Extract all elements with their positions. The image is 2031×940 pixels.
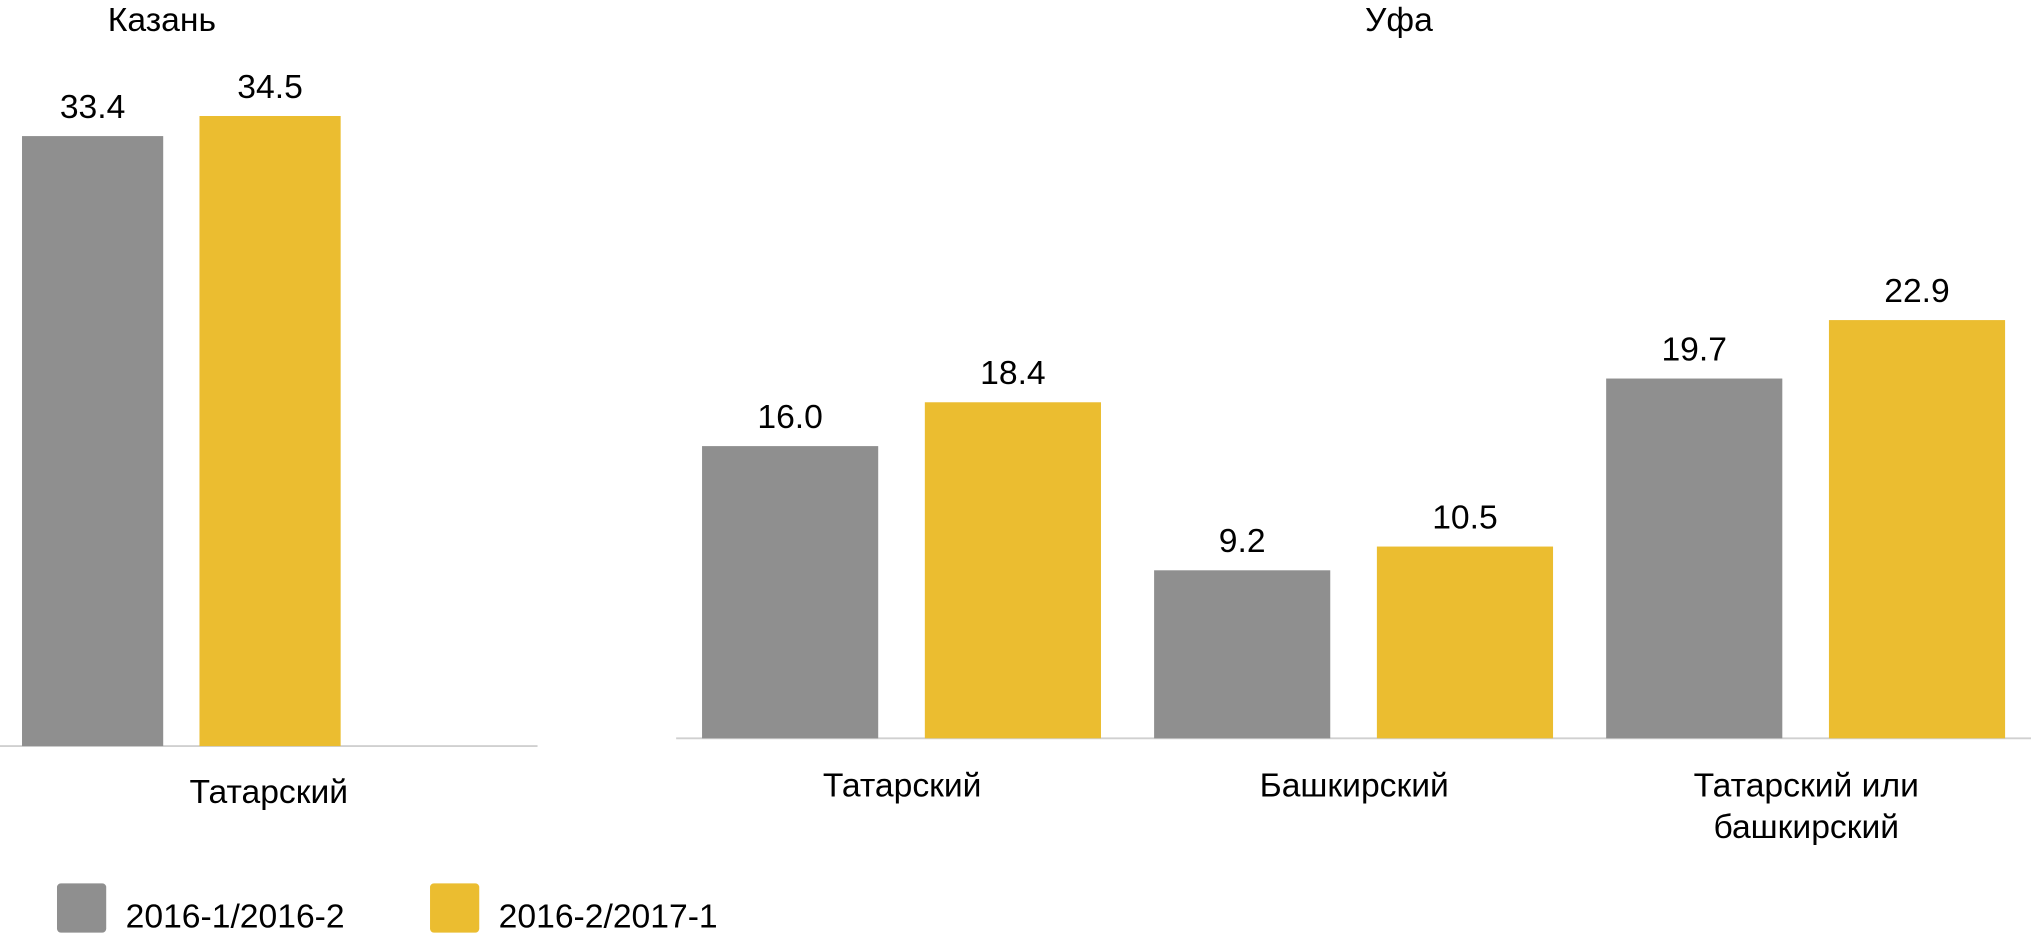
chart-title: Уфа [1365,2,1433,39]
legend-swatch [56,883,107,933]
value-label: 16.0 [757,399,823,436]
value-label: 18.4 [980,355,1046,392]
bar [924,402,1101,739]
value-label: 19.7 [1661,331,1727,368]
bar [702,446,879,739]
value-label: 34.5 [237,69,303,106]
value-label: 10.5 [1432,499,1498,536]
legend-label: 2016-2/2017-1 [499,898,718,935]
legend-swatch [430,883,480,933]
bar [1376,546,1554,739]
bar [1606,378,1783,739]
x-tick-label: Башкирский [1260,768,1449,805]
chart-title: Казань [108,2,216,39]
bar [1828,320,2006,739]
bar [199,115,341,747]
x-tick-label: Татарский [189,774,348,811]
value-label: 22.9 [1884,273,1950,310]
x-tick-label: Татарский [823,768,982,805]
bar [1154,570,1331,739]
bar [22,136,164,747]
x-tick-label: Татарский или башкирский [1694,768,1919,846]
legend-label: 2016-1/2016-2 [126,898,345,935]
value-label: 33.4 [60,89,126,126]
value-label: 9.2 [1219,523,1266,560]
